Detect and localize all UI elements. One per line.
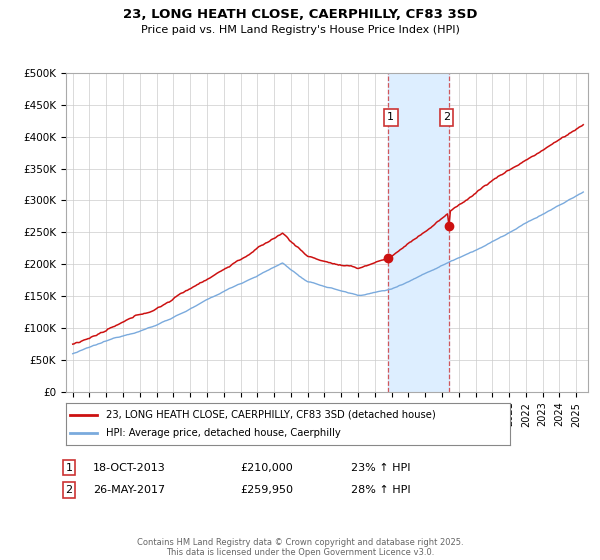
Text: £210,000: £210,000 xyxy=(240,463,293,473)
Text: 1: 1 xyxy=(387,113,394,123)
Text: 28% ↑ HPI: 28% ↑ HPI xyxy=(351,485,410,495)
Text: 23, LONG HEATH CLOSE, CAERPHILLY, CF83 3SD (detached house): 23, LONG HEATH CLOSE, CAERPHILLY, CF83 3… xyxy=(106,410,436,420)
Text: Contains HM Land Registry data © Crown copyright and database right 2025.
This d: Contains HM Land Registry data © Crown c… xyxy=(137,538,463,557)
Text: 26-MAY-2017: 26-MAY-2017 xyxy=(93,485,165,495)
Bar xyxy=(388,73,449,392)
Text: 23% ↑ HPI: 23% ↑ HPI xyxy=(351,463,410,473)
Text: 2: 2 xyxy=(65,485,73,495)
Text: £259,950: £259,950 xyxy=(240,485,293,495)
Text: HPI: Average price, detached house, Caerphilly: HPI: Average price, detached house, Caer… xyxy=(106,428,341,438)
Text: 18-OCT-2013: 18-OCT-2013 xyxy=(93,463,166,473)
Text: Price paid vs. HM Land Registry's House Price Index (HPI): Price paid vs. HM Land Registry's House … xyxy=(140,25,460,35)
Text: 23, LONG HEATH CLOSE, CAERPHILLY, CF83 3SD: 23, LONG HEATH CLOSE, CAERPHILLY, CF83 3… xyxy=(123,8,477,21)
Text: 1: 1 xyxy=(65,463,73,473)
Text: 2: 2 xyxy=(443,113,450,123)
